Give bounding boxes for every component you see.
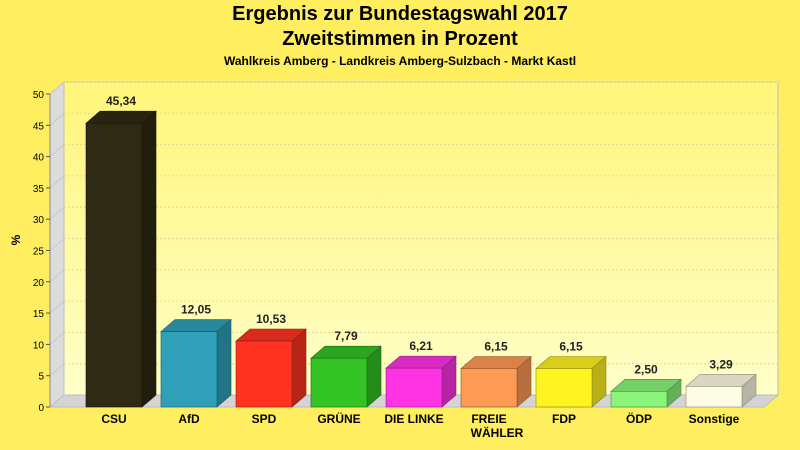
grid-line-side <box>49 206 65 220</box>
bar-group: 6,21 <box>385 339 457 408</box>
x-tick-label: FDP <box>552 412 576 426</box>
bar <box>535 368 593 408</box>
bar <box>235 340 293 408</box>
grid-line-side <box>49 112 65 126</box>
grid-line-side <box>49 81 65 95</box>
y-axis: 0 5 10 15 20 25 30 35 40 45 50 <box>33 90 51 414</box>
bar-group: 10,53 <box>235 312 307 408</box>
y-tick-label: 35 <box>33 184 45 195</box>
x-tick-label: CSU <box>101 412 126 426</box>
x-tick-label: WÄHLER <box>471 425 524 440</box>
bar-group: 6,15 <box>535 340 607 408</box>
bar <box>310 357 368 408</box>
grid-line-side <box>49 144 65 157</box>
grid-line-side <box>49 175 65 189</box>
bar-side <box>141 110 157 408</box>
data-label: 10,53 <box>256 312 286 326</box>
bar <box>85 122 143 408</box>
data-label: 45,34 <box>106 94 136 108</box>
chart-title: Ergebnis zur Bundestagswahl 2017 <box>232 3 568 25</box>
y-tick-label: 5 <box>38 372 44 383</box>
bar-side <box>216 318 232 408</box>
data-label: 6,21 <box>409 339 433 353</box>
bar-side <box>291 328 307 408</box>
bar-group: 6,15 <box>460 340 532 408</box>
bar-group: 7,79 <box>310 329 382 408</box>
x-tick-label: GRÜNE <box>317 411 360 426</box>
x-tick-label: ÖDP <box>626 411 652 426</box>
bar-group: 2,50 <box>610 362 682 408</box>
grid-line-side <box>49 238 65 251</box>
chart-subtitle: Zweitstimmen in Prozent <box>282 28 518 50</box>
bars: 45,34 12,05 10,53 7,79 6,21 6,15 6,15 2,50 3,29 <box>85 94 757 408</box>
y-tick-label: 50 <box>33 90 45 101</box>
bar <box>385 367 443 408</box>
bar <box>160 331 218 408</box>
data-label: 7,79 <box>334 329 358 343</box>
data-label: 6,15 <box>484 340 508 354</box>
bar <box>685 386 743 408</box>
y-tick-label: 15 <box>33 309 45 320</box>
grid-line-side <box>49 300 65 314</box>
y-tick-label: 20 <box>33 278 45 289</box>
data-label: 3,29 <box>709 357 733 371</box>
y-tick-label: 40 <box>33 153 45 164</box>
bar-group: 12,05 <box>160 303 232 408</box>
data-label: 6,15 <box>559 340 583 354</box>
y-axis-label: % <box>9 234 23 245</box>
y-tick-label: 25 <box>33 247 45 258</box>
data-label: 2,50 <box>634 362 658 376</box>
bar-group: 45,34 <box>85 94 157 408</box>
bar-group: 3,29 <box>685 357 757 408</box>
y-tick-label: 0 <box>38 403 44 414</box>
data-label: 12,05 <box>181 303 211 317</box>
x-tick-label: AfD <box>178 412 200 426</box>
grid-line-side <box>49 332 65 345</box>
x-tick-label: FREIE <box>471 412 506 426</box>
y-tick-label: 30 <box>33 215 45 226</box>
bar <box>610 391 668 408</box>
y-tick-label: 45 <box>33 121 45 132</box>
grid-line-side <box>49 269 65 283</box>
grid-line-side <box>49 363 65 377</box>
x-tick-label: DIE LINKE <box>384 412 443 426</box>
x-tick-label: Sonstige <box>689 412 740 426</box>
bar <box>460 368 518 408</box>
x-tick-label: SPD <box>252 412 277 426</box>
chart-subtitle-region: Wahlkreis Amberg - Landkreis Amberg-Sulz… <box>223 54 577 68</box>
y-tick-label: 10 <box>33 340 45 351</box>
